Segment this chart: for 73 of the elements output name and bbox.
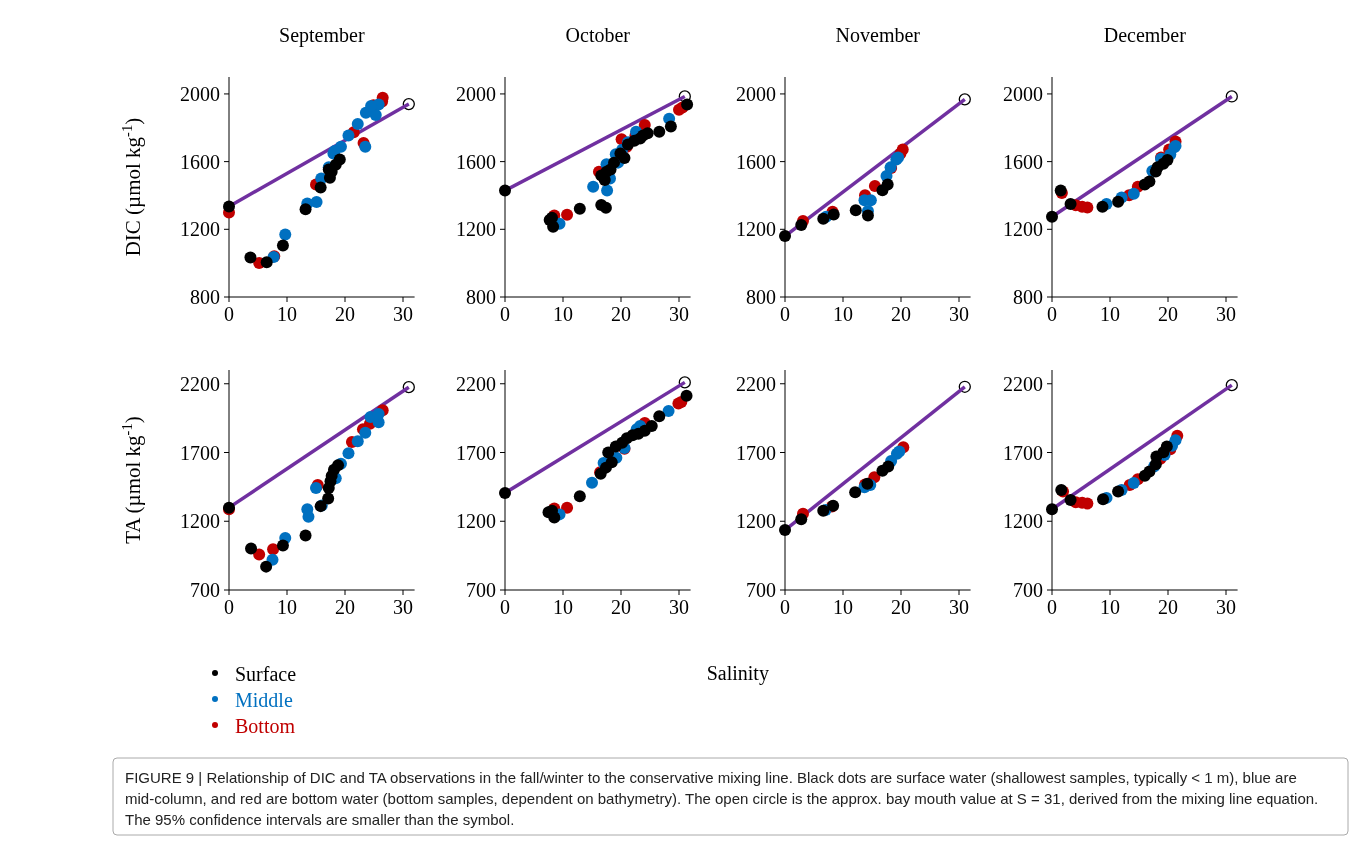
x-tick-label: 30 xyxy=(1216,303,1236,325)
x-tick-label: 0 xyxy=(224,303,234,325)
x-tick-label: 30 xyxy=(669,303,689,325)
y-tick-label: 2200 xyxy=(1003,372,1043,395)
x-tick-label: 0 xyxy=(1047,596,1057,618)
y-tick-label: 700 xyxy=(466,579,496,601)
x-tick-label: 10 xyxy=(277,303,297,325)
y-tick-label: 1600 xyxy=(1003,150,1043,173)
y-tick-label: 1700 xyxy=(180,441,220,464)
x-tick-label: 20 xyxy=(891,596,911,618)
x-tick-label: 10 xyxy=(833,303,853,325)
y-tick-label: 2200 xyxy=(456,372,496,395)
y-tick-label: 1700 xyxy=(736,441,776,464)
legend-label: Surface xyxy=(235,663,297,685)
y-tick-label: 1600 xyxy=(180,150,220,173)
x-tick-label: 10 xyxy=(833,596,853,618)
y-tick-label: 800 xyxy=(1013,286,1043,308)
caption: FIGURE 9 | Relationship of DIC and TA observations in the fall/winter to the conservative mixing line. Black dots are surface water (shallowest samples, typically < 1 m), blue are mid-column, and red are bottom water (bottom samples, dependent on bathymetry). The open circle is the approx. bay mouth value at S = 31, derived from the mixing line equation. The 95% confidence intervals are smaller than the symbol. xyxy=(125,769,1319,828)
x-tick-label: 20 xyxy=(611,303,631,325)
y-tick-label: 1200 xyxy=(736,510,776,533)
chart-title: November xyxy=(835,24,921,46)
x-tick-label: 0 xyxy=(500,596,510,618)
x-tick-label: 30 xyxy=(393,596,413,618)
y-tick-label: 700 xyxy=(190,579,220,601)
y-tick-label: 800 xyxy=(466,286,496,308)
x-tick-label: 20 xyxy=(891,303,911,325)
x-tick-label: 0 xyxy=(780,596,790,618)
legend-label: Bottom xyxy=(235,715,296,737)
x-axis-title: Salinity xyxy=(706,662,769,685)
y-tick-label: 2200 xyxy=(736,372,776,395)
y-tick-label: 1700 xyxy=(456,441,496,464)
y-tick-label: 1200 xyxy=(1003,510,1043,533)
y-tick-label: 1200 xyxy=(456,510,496,533)
y-tick-label: 800 xyxy=(190,286,220,308)
x-tick-label: 20 xyxy=(611,596,631,618)
y-tick-label: 800 xyxy=(746,286,776,308)
x-tick-label: 0 xyxy=(780,303,790,325)
x-tick-label: 30 xyxy=(393,303,413,325)
x-tick-label: 0 xyxy=(224,596,234,618)
chart-title: September xyxy=(279,24,365,47)
x-tick-label: 20 xyxy=(1158,596,1178,618)
legend-label: Middle xyxy=(235,689,293,711)
x-tick-label: 0 xyxy=(500,303,510,325)
y-tick-label: 1200 xyxy=(456,218,496,241)
y-tick-label: 2000 xyxy=(456,82,496,105)
y-tick-label: 2000 xyxy=(736,82,776,105)
x-tick-label: 20 xyxy=(1158,303,1178,325)
x-tick-label: 10 xyxy=(553,596,573,618)
x-tick-label: 20 xyxy=(335,303,355,325)
x-tick-label: 10 xyxy=(553,303,573,325)
y-tick-label: 1700 xyxy=(1003,441,1043,464)
y-tick-label: 1200 xyxy=(736,218,776,241)
chart-title: December xyxy=(1103,24,1187,46)
x-tick-label: 10 xyxy=(1100,596,1120,618)
y-tick-label: 2200 xyxy=(180,372,220,395)
x-tick-label: 30 xyxy=(949,303,969,325)
x-tick-label: 30 xyxy=(949,596,969,618)
y-tick-label: 2000 xyxy=(180,82,220,105)
y-tick-label: 1600 xyxy=(456,150,496,173)
y-tick-label: 700 xyxy=(1013,579,1043,601)
x-tick-label: 10 xyxy=(277,596,297,618)
y-tick-label: 1600 xyxy=(736,150,776,173)
x-tick-label: 20 xyxy=(335,596,355,618)
x-tick-label: 30 xyxy=(1216,596,1236,618)
y-tick-label: 2000 xyxy=(1003,82,1043,105)
y-tick-label: 1200 xyxy=(180,510,220,533)
y-tick-label: 700 xyxy=(746,579,776,601)
y-tick-label: 1200 xyxy=(180,218,220,241)
x-tick-label: 0 xyxy=(1047,303,1057,325)
x-tick-label: 30 xyxy=(669,596,689,618)
chart-title: October xyxy=(565,24,631,46)
y-tick-label: 1200 xyxy=(1003,218,1043,241)
x-tick-label: 10 xyxy=(1100,303,1120,325)
